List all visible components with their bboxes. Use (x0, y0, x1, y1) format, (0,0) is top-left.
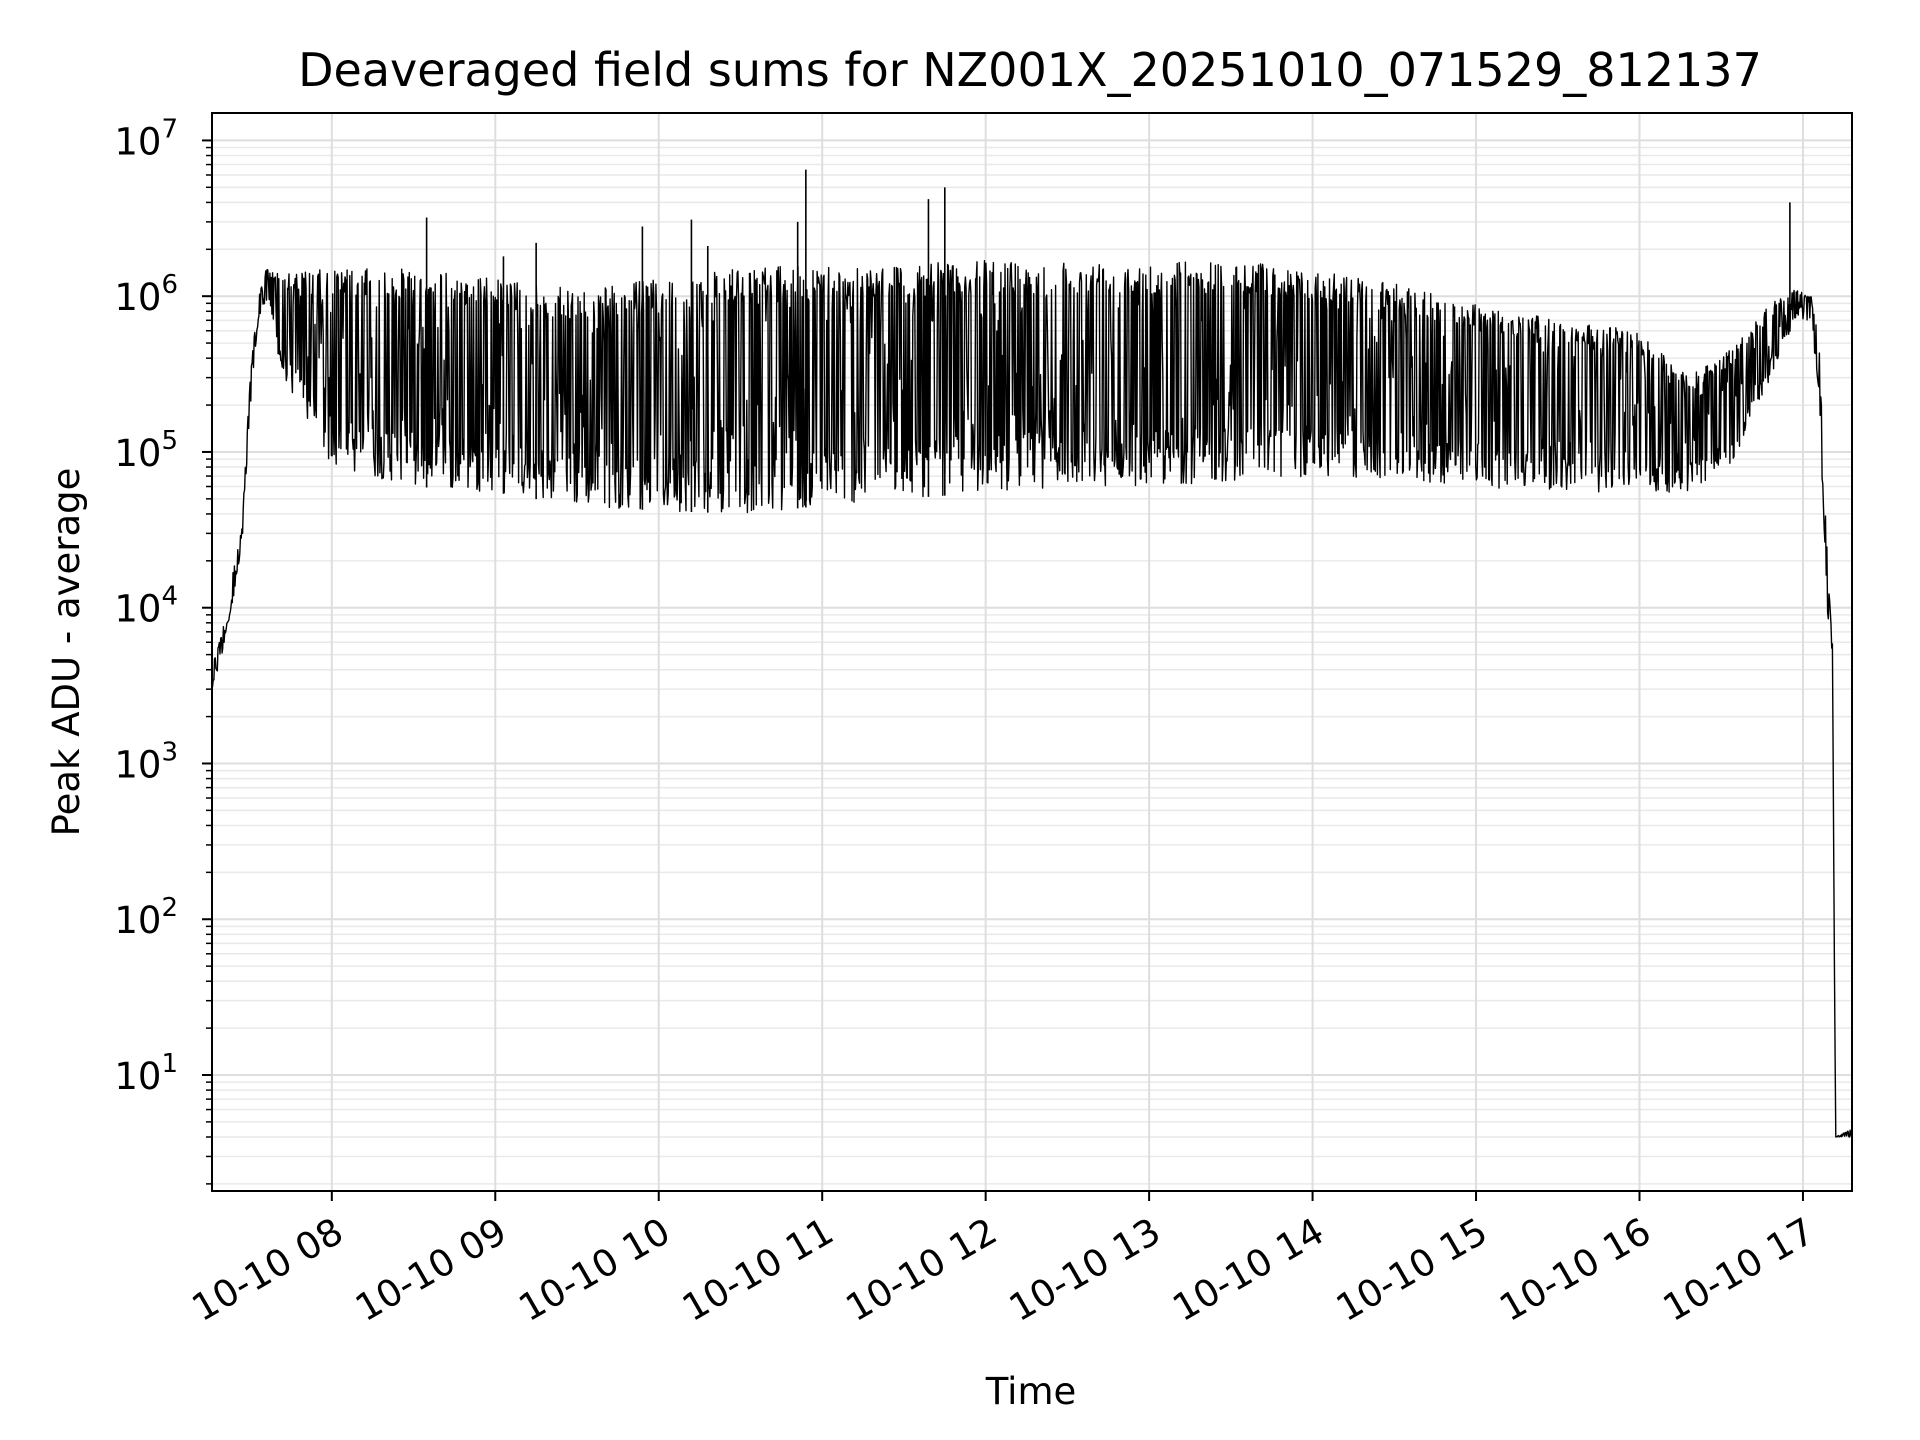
y-tick-label: 103 (114, 737, 178, 786)
y-tick-label: 101 (114, 1049, 178, 1098)
x-axis-label: Time (985, 1370, 1077, 1413)
grid (212, 113, 1852, 1191)
y-tick-label: 105 (114, 426, 178, 475)
y-tick-label: 107 (114, 114, 178, 163)
y-tick-label: 106 (114, 270, 178, 319)
y-axis-label: Peak ADU - average (45, 468, 88, 837)
chart-title: Deaveraged field sums for NZ001X_2025101… (298, 43, 1762, 97)
data-layer (211, 169, 1853, 1138)
plot-frame (211, 112, 1853, 1192)
y-tick-label: 102 (114, 893, 178, 942)
series-line (211, 260, 1853, 1138)
y-tick-label: 104 (114, 582, 178, 631)
y-axis: 101 102 103 104 105 106 107 (114, 114, 212, 1185)
